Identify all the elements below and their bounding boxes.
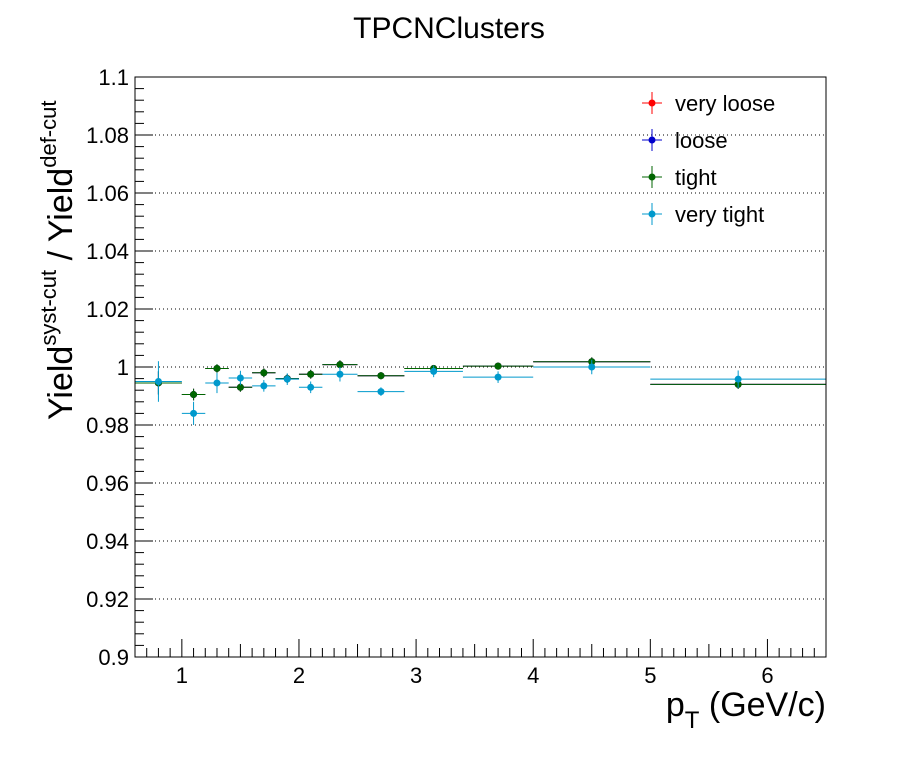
x-tick-label: 5 [644,663,656,688]
y-tick-label: 0.98 [86,413,129,438]
data-point [307,383,315,391]
chart-title: TPCNClusters [353,12,545,45]
data-point [307,370,315,378]
data-point [377,372,385,380]
legend-label: loose [675,128,728,153]
y-tick-label: 0.94 [86,529,129,554]
x-tick-label: 1 [176,663,188,688]
y-axis-label: Yieldsyst-cut / Yielddef-cut [36,101,80,420]
y-tick-label: 1.04 [86,239,129,264]
x-axis-ticks: 1 2 3 4 5 6 [134,639,827,688]
y-tick-label: 0.92 [86,587,129,612]
legend-marker [648,173,656,181]
x-tick-label: 6 [761,663,773,688]
data-point [494,373,502,381]
data-point [213,379,221,387]
x-tick-label: 3 [410,663,422,688]
y-tick-label: 1.1 [98,65,129,90]
legend-marker [648,99,656,107]
data-point [213,364,221,372]
data-point [236,374,244,382]
data-point [190,391,198,399]
data-point [588,363,596,371]
y-tick-label: 1 [117,355,129,380]
y-tick-label: 1.08 [86,123,129,148]
y-axis-label-yield-b: / Yield [42,168,80,270]
data-point [154,378,162,385]
y-axis-label-yield-a: Yield [42,346,80,420]
data-markers [135,357,826,425]
legend-label: very tight [675,202,764,227]
y-tick-label: 1.02 [86,297,129,322]
data-point [190,409,198,417]
legend-entry: very loose [642,91,775,116]
legend-entry: very tight [642,202,764,227]
y-tick-label: 1.06 [86,181,129,206]
legend-entry: tight [642,165,717,190]
x-axis-label: pT (GeV/c) [666,686,826,734]
x-tick-label: 4 [527,663,539,688]
x-axis-label-main: p [666,686,685,724]
y-axis-label-superscript-a: syst-cut [36,270,61,346]
series-very-tight [135,359,826,425]
plot-frame [134,76,827,658]
y-axis-ticks: 0.9 0.92 0.94 0.96 0.98 1 1.02 1.04 1.06 1.08 1.1 [86,65,153,670]
legend-label: tight [675,165,717,190]
y-tick-label: 0.96 [86,471,129,496]
x-axis-label-rest: (GeV/c) [699,686,826,724]
x-tick-label: 2 [293,663,305,688]
y-tick-label: 0.9 [98,645,129,670]
data-point [283,375,291,383]
legend-marker [648,210,656,218]
legend-label: very loose [675,91,775,116]
data-point [336,361,344,369]
data-point [734,375,742,383]
x-axis-label-subscript: T [685,707,700,734]
legend-marker [648,136,656,144]
data-point [430,367,438,375]
legend: very loose loose tight very tight [642,91,775,227]
data-point [494,362,502,370]
data-point [260,382,268,390]
legend-entry: loose [642,128,728,153]
data-point [377,388,385,396]
data-point [260,369,268,377]
y-axis-label-superscript-b: def-cut [36,101,61,168]
data-point [336,370,344,378]
data-point [236,383,244,391]
